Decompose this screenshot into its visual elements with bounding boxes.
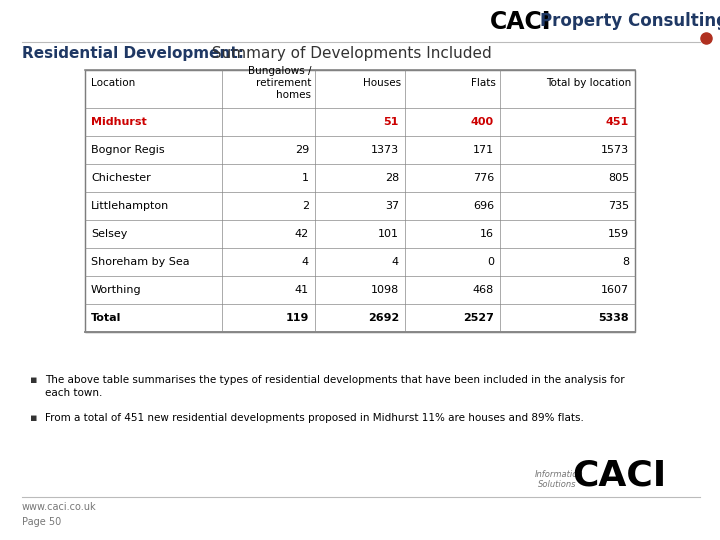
Text: Solutions: Solutions <box>538 480 577 489</box>
Text: Houses: Houses <box>363 78 401 88</box>
Text: Littlehampton: Littlehampton <box>91 201 169 211</box>
Text: Bognor Regis: Bognor Regis <box>91 145 165 155</box>
Text: 2527: 2527 <box>463 313 494 323</box>
Text: 1: 1 <box>302 173 309 183</box>
Text: CACI: CACI <box>572 458 666 492</box>
Text: CACI: CACI <box>490 10 552 34</box>
Text: 1607: 1607 <box>601 285 629 295</box>
Text: Total by location: Total by location <box>546 78 631 88</box>
Text: 1573: 1573 <box>601 145 629 155</box>
Text: 41: 41 <box>295 285 309 295</box>
Text: 8: 8 <box>622 257 629 267</box>
Text: Page 50: Page 50 <box>22 517 61 527</box>
Text: 805: 805 <box>608 173 629 183</box>
Text: Information: Information <box>535 470 584 479</box>
Text: 37: 37 <box>385 201 399 211</box>
Text: 776: 776 <box>473 173 494 183</box>
Text: 4: 4 <box>392 257 399 267</box>
Text: 171: 171 <box>473 145 494 155</box>
Text: From a total of 451 new residential developments proposed in Midhurst 11% are ho: From a total of 451 new residential deve… <box>45 413 584 423</box>
Text: 16: 16 <box>480 229 494 239</box>
Text: Selsey: Selsey <box>91 229 127 239</box>
Bar <box>85 70 635 332</box>
Text: 51: 51 <box>384 117 399 127</box>
Text: Shoreham by Sea: Shoreham by Sea <box>91 257 189 267</box>
Text: 42: 42 <box>294 229 309 239</box>
Text: 451: 451 <box>606 117 629 127</box>
Text: The above table summarises the types of residential developments that have been : The above table summarises the types of … <box>45 375 625 385</box>
Text: 2: 2 <box>302 201 309 211</box>
Text: 28: 28 <box>384 173 399 183</box>
Text: Flats: Flats <box>471 78 496 88</box>
Text: Residential Development:: Residential Development: <box>22 46 244 61</box>
Text: 735: 735 <box>608 201 629 211</box>
Text: 119: 119 <box>286 313 309 323</box>
Text: 696: 696 <box>473 201 494 211</box>
Text: Summary of Developments Included: Summary of Developments Included <box>207 46 492 61</box>
Text: 4: 4 <box>302 257 309 267</box>
Text: ▪: ▪ <box>30 413 37 423</box>
Text: Midhurst: Midhurst <box>91 117 147 127</box>
Text: www.caci.co.uk: www.caci.co.uk <box>22 502 96 512</box>
Text: 159: 159 <box>608 229 629 239</box>
Text: 400: 400 <box>471 117 494 127</box>
Text: Property Consulting: Property Consulting <box>540 12 720 30</box>
Text: Total: Total <box>91 313 122 323</box>
Text: 101: 101 <box>378 229 399 239</box>
Text: 2692: 2692 <box>368 313 399 323</box>
Text: Location: Location <box>91 78 135 88</box>
Text: Chichester: Chichester <box>91 173 150 183</box>
Text: each town.: each town. <box>45 388 102 398</box>
Text: 1098: 1098 <box>371 285 399 295</box>
Text: 468: 468 <box>473 285 494 295</box>
Text: Worthing: Worthing <box>91 285 142 295</box>
Text: ▪: ▪ <box>30 375 37 385</box>
Text: 29: 29 <box>294 145 309 155</box>
Text: Bungalows /
retirement
homes: Bungalows / retirement homes <box>248 65 311 100</box>
Text: 1373: 1373 <box>371 145 399 155</box>
Text: 5338: 5338 <box>598 313 629 323</box>
Text: 0: 0 <box>487 257 494 267</box>
